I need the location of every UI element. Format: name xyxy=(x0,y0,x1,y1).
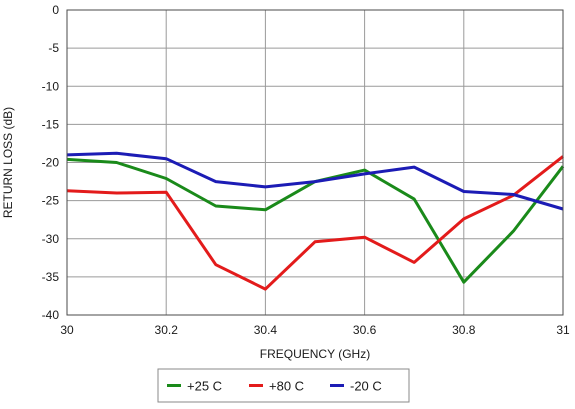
plot-frame xyxy=(66,9,564,316)
x-tick-label: 30.8 xyxy=(452,323,476,337)
legend-item: +25 C xyxy=(167,379,222,394)
legend-label: -20 C xyxy=(350,379,382,394)
x-tick-label: 31 xyxy=(556,323,570,337)
y-tick-label: -25 xyxy=(42,194,60,208)
y-tick-label: -30 xyxy=(42,232,60,246)
x-tick-label: 30.4 xyxy=(254,323,278,337)
legend: +25 C +80 C -20 C xyxy=(157,368,410,403)
x-axis-label: FREQUENCY (GHz) xyxy=(260,347,370,361)
x-tick-label: 30.2 xyxy=(155,323,179,337)
legend-box xyxy=(157,368,410,403)
series-line-2 xyxy=(66,155,564,291)
legend-label: +25 C xyxy=(187,379,222,394)
legend-item: -20 C xyxy=(330,379,382,394)
y-axis-ticks: 0 -5 -10 -15 -20 -25 -30 -35 -40 xyxy=(42,3,60,322)
x-axis-ticks: 30 30.2 30.4 30.6 30.8 31 xyxy=(60,323,570,337)
legend-item: +80 C xyxy=(249,379,304,394)
y-tick-label: -20 xyxy=(42,156,60,170)
legend-label: +80 C xyxy=(269,379,304,394)
series-lines xyxy=(66,151,565,291)
y-tick-label: -35 xyxy=(42,270,60,284)
y-tick-label: -5 xyxy=(48,41,59,55)
y-tick-label: -15 xyxy=(42,117,60,131)
y-tick-label: 0 xyxy=(52,3,59,17)
series-line-3 xyxy=(66,151,564,211)
x-tick-label: 30 xyxy=(60,323,74,337)
y-tick-label: -10 xyxy=(42,79,60,93)
y-axis-label: RETURN LOSS (dB) xyxy=(1,107,15,218)
x-tick-label: 30.6 xyxy=(353,323,377,337)
y-tick-label: -40 xyxy=(42,308,60,322)
